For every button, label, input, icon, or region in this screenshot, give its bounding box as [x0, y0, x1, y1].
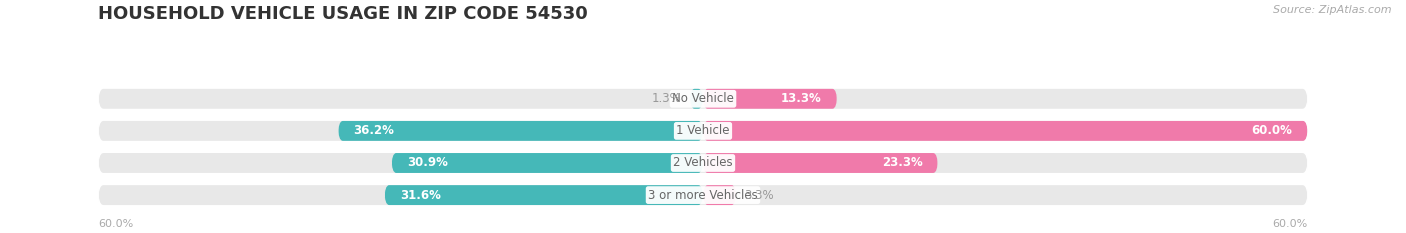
Text: 3 or more Vehicles: 3 or more Vehicles: [648, 188, 758, 202]
FancyBboxPatch shape: [703, 153, 938, 173]
Text: 60.0%: 60.0%: [1272, 219, 1308, 229]
Text: 13.3%: 13.3%: [782, 92, 823, 105]
Text: 60.0%: 60.0%: [1251, 124, 1292, 137]
Text: 31.6%: 31.6%: [399, 188, 440, 202]
FancyBboxPatch shape: [98, 89, 1308, 109]
Text: 1.3%: 1.3%: [652, 92, 682, 105]
FancyBboxPatch shape: [98, 185, 1308, 205]
FancyBboxPatch shape: [690, 89, 703, 109]
Text: 3.3%: 3.3%: [744, 188, 773, 202]
Text: No Vehicle: No Vehicle: [672, 92, 734, 105]
FancyBboxPatch shape: [98, 153, 1308, 173]
FancyBboxPatch shape: [98, 121, 1308, 141]
FancyBboxPatch shape: [392, 153, 703, 173]
FancyBboxPatch shape: [703, 89, 837, 109]
Text: Source: ZipAtlas.com: Source: ZipAtlas.com: [1274, 5, 1392, 15]
FancyBboxPatch shape: [339, 121, 703, 141]
Text: HOUSEHOLD VEHICLE USAGE IN ZIP CODE 54530: HOUSEHOLD VEHICLE USAGE IN ZIP CODE 5453…: [98, 5, 588, 23]
FancyBboxPatch shape: [703, 185, 737, 205]
FancyBboxPatch shape: [703, 121, 1308, 141]
Text: 1 Vehicle: 1 Vehicle: [676, 124, 730, 137]
Text: 36.2%: 36.2%: [353, 124, 394, 137]
Text: 2 Vehicles: 2 Vehicles: [673, 157, 733, 169]
FancyBboxPatch shape: [385, 185, 703, 205]
Text: 60.0%: 60.0%: [98, 219, 134, 229]
Text: 30.9%: 30.9%: [406, 157, 447, 169]
Text: 23.3%: 23.3%: [882, 157, 922, 169]
